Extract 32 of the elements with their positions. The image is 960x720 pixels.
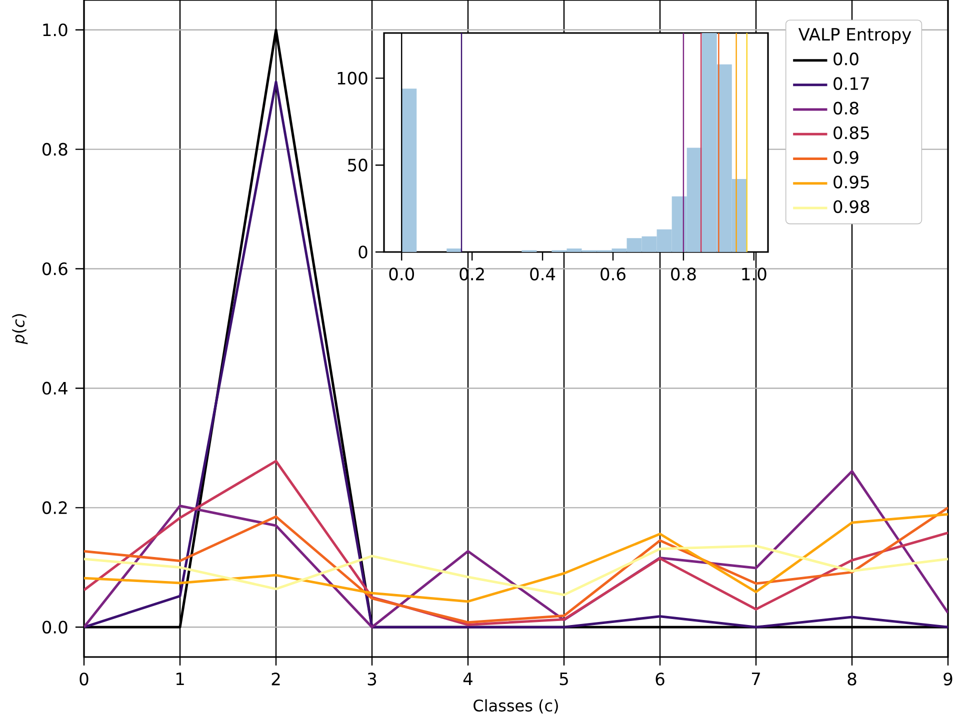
x-tick-label: 1 (176, 672, 184, 685)
x-tick-label: 0.6 (600, 268, 626, 280)
x-tick-label: 0.8 (671, 268, 696, 280)
y-tick-label: 50 (348, 158, 368, 172)
legend-label: 0.17 (834, 77, 869, 90)
y-tick-label: 0.4 (42, 382, 68, 395)
x-tick-label: 9 (944, 672, 952, 686)
y-axis-title: p(c) (12, 314, 28, 344)
x-tick-label: 0.0 (389, 268, 414, 280)
x-tick-label: 5 (560, 672, 568, 686)
x-tick-label: 6 (656, 672, 664, 686)
legend-label: 0.95 (834, 176, 869, 188)
x-tick-label: 8 (848, 672, 856, 686)
y-tick-label: 0.0 (42, 620, 68, 634)
legend-label: 0.9 (834, 150, 858, 164)
y-tick-label: 0.2 (42, 501, 67, 514)
legend-label: 0.0 (834, 52, 858, 66)
legend-title: VALP Entropy (798, 28, 912, 44)
x-tick-label: 7 (752, 672, 760, 685)
legend-label: 0.85 (834, 126, 869, 140)
x-tick-label: 0.4 (530, 268, 556, 280)
y-tick-label: 1.0 (43, 23, 68, 36)
y-tick-label: 0.8 (42, 142, 68, 156)
x-tick-label: 4 (463, 672, 472, 685)
y-tick-label: 0 (358, 246, 368, 258)
legend-label: 0.98 (834, 200, 870, 214)
x-axis-title: Classes (c) (474, 699, 558, 714)
x-tick-label: 0 (80, 672, 88, 686)
x-tick-label: 3 (368, 672, 376, 686)
x-tick-label: 2 (272, 672, 280, 686)
y-tick-label: 100 (338, 72, 368, 85)
legend-label: 0.8 (834, 102, 858, 115)
